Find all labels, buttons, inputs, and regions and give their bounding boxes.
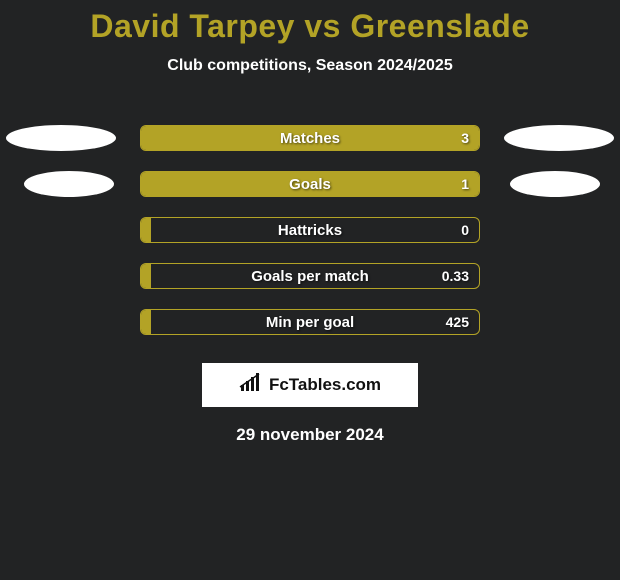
stats-section: Matches 3 Goals 1 Hattricks 0	[0, 115, 620, 345]
stat-bar: Min per goal 425	[140, 309, 480, 335]
subtitle: Club competitions, Season 2024/2025	[0, 57, 620, 75]
stat-value: 0.33	[442, 264, 469, 288]
stat-label: Min per goal	[141, 310, 479, 334]
brand-link[interactable]: FcTables.com	[202, 363, 418, 407]
right-oval-icon	[510, 171, 600, 197]
stat-value: 3	[461, 126, 469, 150]
page-title: David Tarpey vs Greenslade	[0, 8, 620, 45]
stat-value: 425	[446, 310, 469, 334]
stat-row-goals: Goals 1	[0, 161, 620, 207]
left-oval-icon	[24, 171, 114, 197]
right-oval-icon	[504, 125, 614, 151]
stat-bar: Goals per match 0.33	[140, 263, 480, 289]
date-text: 29 november 2024	[0, 425, 620, 445]
stat-row-hattricks: Hattricks 0	[0, 207, 620, 253]
stat-bar: Goals 1	[140, 171, 480, 197]
stat-bar: Matches 3	[140, 125, 480, 151]
stat-label: Goals per match	[141, 264, 479, 288]
stat-label: Hattricks	[141, 218, 479, 242]
infographic-container: David Tarpey vs Greenslade Club competit…	[0, 0, 620, 445]
stat-row-goals-per-match: Goals per match 0.33	[0, 253, 620, 299]
brand-text: FcTables.com	[269, 375, 381, 395]
stat-row-min-per-goal: Min per goal 425	[0, 299, 620, 345]
stat-value: 0	[461, 218, 469, 242]
chart-bars-icon	[239, 373, 263, 398]
stat-label: Matches	[141, 126, 479, 150]
stat-value: 1	[461, 172, 469, 196]
stat-label: Goals	[141, 172, 479, 196]
left-oval-icon	[6, 125, 116, 151]
stat-bar: Hattricks 0	[140, 217, 480, 243]
stat-row-matches: Matches 3	[0, 115, 620, 161]
